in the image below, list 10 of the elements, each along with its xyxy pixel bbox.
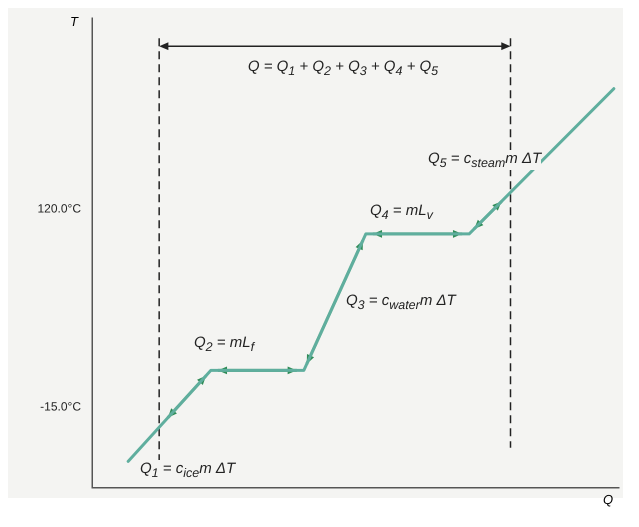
annotation: Q$_{3}$ = c$_{water}$m ΔT: [346, 292, 456, 312]
y-tick-label: 120.0°C: [38, 201, 82, 216]
annotation: Q$_{4}$ = mL$_{v}$: [370, 202, 433, 222]
annotation: Q$_{2}$ = mL$_{f}$: [194, 334, 254, 354]
y-axis-title: T: [70, 14, 78, 30]
annotation: Q$_{1}$ = c$_{ice}$m ΔT: [140, 460, 236, 480]
x-axis-title: Q: [603, 492, 614, 507]
annotation: Q$_{5}$ = c$_{steam}$m ΔT: [428, 150, 542, 170]
text: Q = Q$_{1}$ + Q$_{2}$ + Q$_{3}$ + Q$_{4}$ + Q$_{5}$: [248, 58, 438, 78]
y-tick-label: -15.0°C: [40, 399, 82, 414]
